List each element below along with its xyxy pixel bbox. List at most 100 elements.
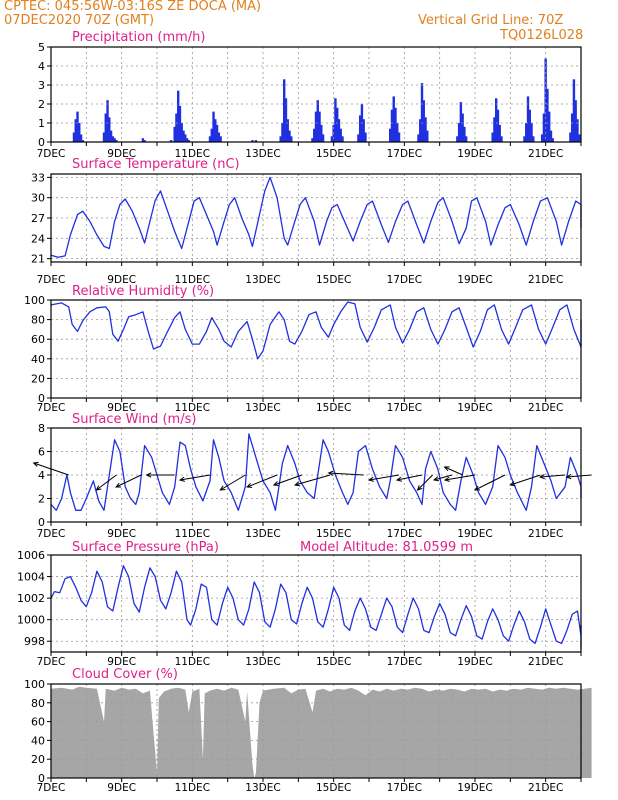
x-tick-label: 9DEC (107, 402, 136, 414)
y-tick-label: 3 (38, 79, 45, 92)
wind-vector-head (272, 481, 279, 487)
precip-bar (532, 136, 535, 142)
precip-bar (74, 119, 77, 142)
series-line (50, 433, 582, 511)
precip-bar (397, 132, 401, 142)
series-line (50, 301, 582, 360)
precip-bar (540, 134, 544, 142)
wind-vector-head (145, 472, 152, 478)
x-tick-label: 9DEC (107, 782, 136, 794)
y-tick-label: 27 (31, 212, 45, 225)
x-tick-label: 21DEC (528, 528, 563, 540)
precip-bar (528, 109, 531, 142)
x-tick-label: 17DEC (387, 274, 422, 286)
precip-bar (288, 130, 291, 142)
x-tick-label: 7DEC (37, 148, 66, 160)
precip-bar (217, 132, 221, 142)
wind-vector-head (538, 474, 545, 480)
precip-bar (526, 96, 530, 142)
precip-bar (424, 117, 427, 142)
x-tick-label: 19DEC (457, 402, 492, 414)
wind-vector (433, 474, 453, 481)
panel-frame (50, 299, 582, 399)
precip-bar (212, 111, 215, 142)
cloud-area (51, 686, 592, 778)
precip-bar (281, 123, 284, 142)
y-tick-label: 2 (38, 493, 45, 506)
precip-bar (491, 132, 494, 142)
x-tick-label: 11DEC (175, 528, 210, 540)
precip-bar (177, 90, 180, 142)
wind-vector-head (443, 466, 450, 472)
wind-vector (540, 474, 566, 478)
precip-bar (574, 100, 577, 142)
precip-bar (396, 123, 399, 142)
precip-bar (143, 140, 146, 142)
wind-vector-head (327, 470, 334, 476)
panel-frame (50, 554, 582, 653)
panel-frame (50, 683, 582, 779)
header-station: CPTEC: 045:56W-03:16S ZE DOCA (MA) (4, 0, 262, 14)
precip-bar (336, 107, 339, 142)
precip-bar (106, 100, 109, 142)
x-tick-label: 19DEC (457, 148, 492, 160)
x-tick-label: 15DEC (316, 402, 351, 414)
precip-bar (284, 98, 288, 142)
precip-bar (358, 115, 362, 142)
x-tick-label: 11DEC (175, 402, 210, 414)
precip-bar (548, 111, 551, 142)
precip-bar (357, 134, 360, 142)
precip-bar (390, 109, 394, 142)
wind-vector-head (219, 485, 226, 491)
precip-bar (576, 119, 579, 142)
x-tick-label: 13DEC (245, 148, 280, 160)
x-tick-label: 21DEC (528, 782, 563, 794)
x-tick-label: 11DEC (175, 274, 210, 286)
x-tick-label: 17DEC (387, 782, 422, 794)
panel-6 (47, 683, 592, 782)
x-tick-label: 7DEC (37, 402, 66, 414)
y-tick-label: 4 (38, 469, 45, 482)
y-tick-label: 998 (24, 635, 45, 648)
y-tick-label: 20 (31, 372, 45, 385)
x-tick-label: 17DEC (387, 528, 422, 540)
precip-bar (498, 124, 501, 142)
precip-bar (419, 119, 422, 142)
wind-vector-head (115, 482, 122, 488)
precip-bar (79, 134, 83, 142)
panel-title: Cloud Cover (%) (72, 667, 178, 682)
precip-bar (169, 140, 173, 142)
wind-vector (179, 474, 211, 481)
header-run-id: TQ0126L028 (500, 28, 584, 43)
precip-bar (495, 98, 498, 142)
y-tick-label: 30 (31, 192, 45, 205)
y-tick-label: 100 (24, 294, 45, 307)
precip-bar (457, 123, 461, 142)
x-tick-label: 7DEC (37, 656, 66, 668)
x-tick-label: 7DEC (37, 782, 66, 794)
wind-vector-head (416, 485, 423, 491)
precip-bar (578, 134, 581, 142)
x-tick-label: 13DEC (245, 656, 280, 668)
precip-bar (422, 100, 425, 142)
x-tick-label: 19DEC (457, 782, 492, 794)
precip-bar (104, 113, 107, 142)
wind-vector-head (32, 461, 39, 467)
precip-bar (330, 136, 334, 142)
wind-vector (444, 474, 476, 481)
x-tick-label: 21DEC (528, 656, 563, 668)
panel-title: Surface Temperature (nC) (72, 157, 240, 172)
precip-bar (251, 140, 254, 142)
panel-2 (47, 173, 582, 266)
precip-bar (320, 124, 323, 142)
wind-vector (510, 474, 541, 486)
precip-bar (362, 119, 365, 142)
precip-bar (394, 107, 397, 142)
panel-title: Relative Humidity (%) (72, 284, 214, 299)
wind-vector-head (95, 485, 102, 491)
precip-bar (279, 136, 282, 142)
y-tick-label: 24 (31, 232, 45, 245)
x-tick-label: 11DEC (175, 782, 210, 794)
wind-vector (417, 474, 433, 491)
header-datetime: 07DEC2020 70Z (GMT) (4, 13, 155, 28)
